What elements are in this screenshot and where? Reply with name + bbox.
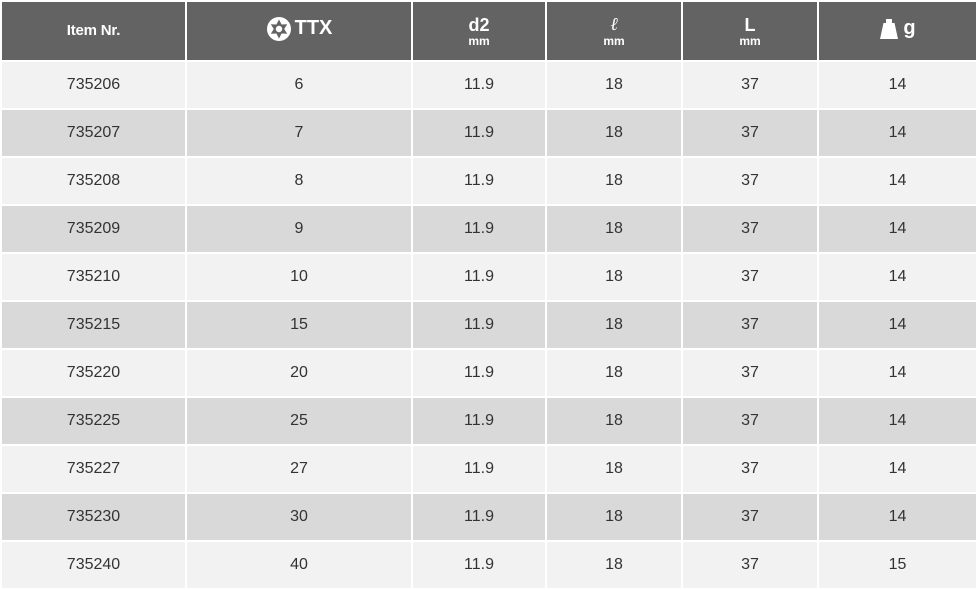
cell-ttx: 6 [187,62,411,108]
header-weight-label: g [903,17,916,40]
torx-star-icon [266,16,291,41]
table-header-row: Item Nr. TTX d2 mm [2,2,976,60]
table-row: 735206 6 11.9 18 37 14 [2,62,976,108]
cell-d2: 11.9 [413,302,545,348]
header-d2: d2 mm [413,2,545,60]
cell-l: 18 [547,494,681,540]
cell-length: 37 [683,398,817,444]
table-row: 735230 30 11.9 18 37 14 [2,494,976,540]
cell-l: 18 [547,158,681,204]
cell-ttx: 25 [187,398,411,444]
cell-ttx: 7 [187,110,411,156]
cell-weight: 14 [819,446,976,492]
table-row: 735215 15 11.9 18 37 14 [2,302,976,348]
cell-item-number: 735210 [2,254,185,300]
cell-d2: 11.9 [413,542,545,588]
cell-l: 18 [547,206,681,252]
cell-d2: 11.9 [413,158,545,204]
weight-icon [880,18,899,39]
cell-length: 37 [683,158,817,204]
cell-item-number: 735240 [2,542,185,588]
cell-d2: 11.9 [413,398,545,444]
cell-weight: 14 [819,254,976,300]
cell-l: 18 [547,350,681,396]
header-ttx-label: TTX [294,17,333,39]
header-item-label: Item Nr. [66,22,121,39]
cell-l: 18 [547,398,681,444]
cell-item-number: 735208 [2,158,185,204]
header-length-label: L [744,14,756,35]
cell-item-number: 735230 [2,494,185,540]
header-item-number: Item Nr. [2,2,185,60]
cell-weight: 14 [819,398,976,444]
header-l: ℓ mm [547,2,681,60]
header-length: L mm [683,2,817,60]
cell-ttx: 30 [187,494,411,540]
cell-length: 37 [683,494,817,540]
cell-item-number: 735220 [2,350,185,396]
cell-l: 18 [547,446,681,492]
table-row: 735208 8 11.9 18 37 14 [2,158,976,204]
header-l-label: ℓ [610,13,618,35]
cell-l: 18 [547,254,681,300]
cell-weight: 14 [819,62,976,108]
cell-ttx: 10 [187,254,411,300]
cell-item-number: 735215 [2,302,185,348]
header-weight: g [819,2,976,60]
cell-ttx: 9 [187,206,411,252]
cell-l: 18 [547,62,681,108]
cell-item-number: 735225 [2,398,185,444]
cell-ttx: 15 [187,302,411,348]
cell-d2: 11.9 [413,206,545,252]
cell-length: 37 [683,254,817,300]
cell-length: 37 [683,302,817,348]
header-l-unit: mm [603,33,625,48]
cell-d2: 11.9 [413,494,545,540]
header-length-unit: mm [739,33,761,48]
cell-l: 18 [547,302,681,348]
cell-l: 18 [547,542,681,588]
cell-item-number: 735227 [2,446,185,492]
table-row: 735227 27 11.9 18 37 14 [2,446,976,492]
header-d2-unit: mm [468,33,490,48]
cell-weight: 15 [819,542,976,588]
header-d2-label: d2 [468,14,490,35]
cell-weight: 14 [819,350,976,396]
cell-length: 37 [683,446,817,492]
cell-d2: 11.9 [413,110,545,156]
table-row: 735220 20 11.9 18 37 14 [2,350,976,396]
cell-weight: 14 [819,302,976,348]
cell-length: 37 [683,350,817,396]
cell-ttx: 20 [187,350,411,396]
cell-ttx: 40 [187,542,411,588]
cell-length: 37 [683,110,817,156]
cell-weight: 14 [819,110,976,156]
cell-item-number: 735207 [2,110,185,156]
cell-weight: 14 [819,494,976,540]
cell-length: 37 [683,206,817,252]
table-row: 735207 7 11.9 18 37 14 [2,110,976,156]
cell-ttx: 8 [187,158,411,204]
table-row: 735209 9 11.9 18 37 14 [2,206,976,252]
table-row: 735210 10 11.9 18 37 14 [2,254,976,300]
cell-item-number: 735209 [2,206,185,252]
cell-weight: 14 [819,158,976,204]
table-row: 735240 40 11.9 18 37 15 [2,542,976,588]
cell-d2: 11.9 [413,254,545,300]
cell-ttx: 27 [187,446,411,492]
cell-l: 18 [547,110,681,156]
cell-weight: 14 [819,206,976,252]
cell-d2: 11.9 [413,446,545,492]
cell-d2: 11.9 [413,62,545,108]
cell-d2: 11.9 [413,350,545,396]
cell-length: 37 [683,62,817,108]
header-ttx: TTX [187,2,411,60]
table-row: 735225 25 11.9 18 37 14 [2,398,976,444]
cell-item-number: 735206 [2,62,185,108]
cell-length: 37 [683,542,817,588]
